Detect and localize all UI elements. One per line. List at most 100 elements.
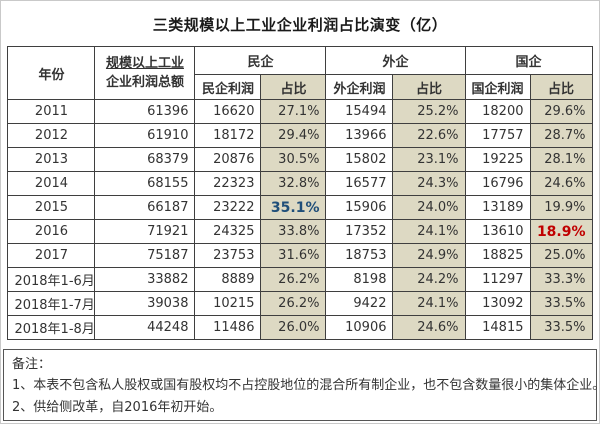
foreign-profit-cell: 18753 [325,243,394,268]
year-cell: 2018年1-8月 [7,315,96,340]
header-state-share: 占比 [529,74,593,100]
state-profit-cell: 13610 [464,219,531,244]
foreign-share-cell: 23.1% [392,147,466,172]
profit-share-table: 年份 规模以上工业 企业利润总额 民企 外企 国企 民企利润 占比 外企利润 占… [7,46,593,340]
state-profit-cell: 18200 [464,99,531,124]
foreign-profit-cell: 10906 [325,315,394,340]
header-foreign-profit: 外企利润 [325,74,394,100]
private-share-cell: 27.1% [260,99,327,124]
foreign-profit-cell: 15802 [325,147,394,172]
private-profit-cell: 16620 [194,99,262,124]
state-share-cell: 28.7% [529,123,593,148]
foreign-profit-cell: 9422 [325,291,394,316]
state-profit-cell: 19225 [464,147,531,172]
year-cell: 2013 [7,147,96,172]
private-profit-cell: 23753 [194,243,262,268]
year-cell: 2011 [7,99,96,124]
header-foreign-share: 占比 [392,74,466,100]
foreign-share-cell: 24.6% [392,315,466,340]
total-profit-cell: 71921 [94,219,196,244]
total-profit-cell: 33882 [94,267,196,292]
header-private-profit: 民企利润 [194,74,262,100]
foreign-profit-cell: 8198 [325,267,394,292]
year-cell: 2014 [7,171,96,196]
foreign-profit-cell: 13966 [325,123,394,148]
year-cell: 2016 [7,219,96,244]
table-row: 2013 68379 20876 30.5% 15802 23.1% 19225 28.1% [7,147,593,172]
foreign-profit-cell: 15906 [325,195,394,220]
foreign-share-cell: 24.9% [392,243,466,268]
total-profit-cell: 75187 [94,243,196,268]
header-private-share: 占比 [260,74,327,100]
foreign-share-cell: 24.3% [392,171,466,196]
state-share-cell: 29.6% [529,99,593,124]
year-cell: 2015 [7,195,96,220]
header-total-profit: 规模以上工业 企业利润总额 [94,46,196,100]
page-title: 三类规模以上工业企业利润占比演变（亿） [152,16,448,34]
year-cell: 2018年1-7月 [7,291,96,316]
private-share-cell: 32.8% [260,171,327,196]
year-cell: 2018年1-6月 [7,267,96,292]
header-group-private: 民企 [194,46,327,75]
private-share-cell: 26.0% [260,315,327,340]
header-total-line2: 企业利润总额 [105,75,184,90]
notes-box: 备注： 1、本表不包含私人股权或国有股权均不占控股地位的混合所有制企业，也不包含… [3,349,600,421]
private-profit-cell: 18172 [194,123,262,148]
private-profit-cell: 10215 [194,291,262,316]
private-share-cell: 33.8% [260,219,327,244]
foreign-share-cell: 24.2% [392,267,466,292]
header-total-line1: 规模以上工业 [105,55,184,71]
note-line-1: 1、本表不包含私人股权或国有股权均不占控股地位的混合所有制企业，也不包含数量很小… [12,378,600,394]
total-profit-cell: 61396 [94,99,196,124]
state-profit-cell: 11297 [464,267,531,292]
private-profit-cell: 23222 [194,195,262,220]
header-group-state: 国企 [464,46,593,75]
state-profit-cell: 14815 [464,315,531,340]
private-share-cell: 26.2% [260,291,327,316]
table-row: 2011 61396 16620 27.1% 15494 25.2% 18200 29.6% [7,99,593,124]
state-share-cell: 28.1% [529,147,593,172]
private-share-cell: 35.1% [260,195,327,220]
foreign-share-cell: 24.0% [392,195,466,220]
table-row: 2012 61910 18172 29.4% 13966 22.6% 17757 28.7% [7,123,593,148]
header-year: 年份 [7,46,96,100]
state-share-cell: 25.0% [529,243,593,268]
header-state-profit: 国企利润 [464,74,531,100]
notes-label: 备注： [12,357,52,372]
private-profit-cell: 20876 [194,147,262,172]
private-profit-cell: 24325 [194,219,262,244]
state-share-cell: 18.9% [529,219,593,244]
state-profit-cell: 16796 [464,171,531,196]
state-profit-cell: 18825 [464,243,531,268]
private-profit-cell: 11486 [194,315,262,340]
table-row: 2018年1-7月 39038 10215 26.2% 9422 24.1% 13092 33… [7,291,593,316]
table-row: 2018年1-6月 33882 8889 26.2% 8198 24.2% 11297 33.… [7,267,593,292]
private-share-cell: 26.2% [260,267,327,292]
state-profit-cell: 17757 [464,123,531,148]
foreign-share-cell: 24.1% [392,291,466,316]
year-cell: 2017 [7,243,96,268]
total-profit-cell: 44248 [94,315,196,340]
state-share-cell: 33.5% [529,291,593,316]
table-row: 2018年1-8月 44248 11486 26.0% 10906 24.6% 14815 3… [7,315,593,340]
foreign-share-cell: 24.1% [392,219,466,244]
foreign-share-cell: 22.6% [392,123,466,148]
state-share-cell: 19.9% [529,195,593,220]
total-profit-cell: 66187 [94,195,196,220]
total-profit-cell: 68379 [94,147,196,172]
foreign-profit-cell: 15494 [325,99,394,124]
table-row: 2014 68155 22323 32.8% 16577 24.3% 16796 24.6% [7,171,593,196]
note-line-2: 2、供给侧改革，自2016年初开始。 [12,399,223,415]
total-profit-cell: 61910 [94,123,196,148]
header-group-foreign: 外企 [325,46,466,75]
foreign-share-cell: 25.2% [392,99,466,124]
table-row: 2017 75187 23753 31.6% 18753 24.9% 18825 25.0% [7,243,593,268]
total-profit-cell: 68155 [94,171,196,196]
private-share-cell: 30.5% [260,147,327,172]
private-share-cell: 31.6% [260,243,327,268]
table-row: 2015 66187 23222 35.1% 15906 24.0% 13189 19.9% [7,195,593,220]
state-profit-cell: 13189 [464,195,531,220]
state-share-cell: 33.5% [529,315,593,340]
year-cell: 2012 [7,123,96,148]
